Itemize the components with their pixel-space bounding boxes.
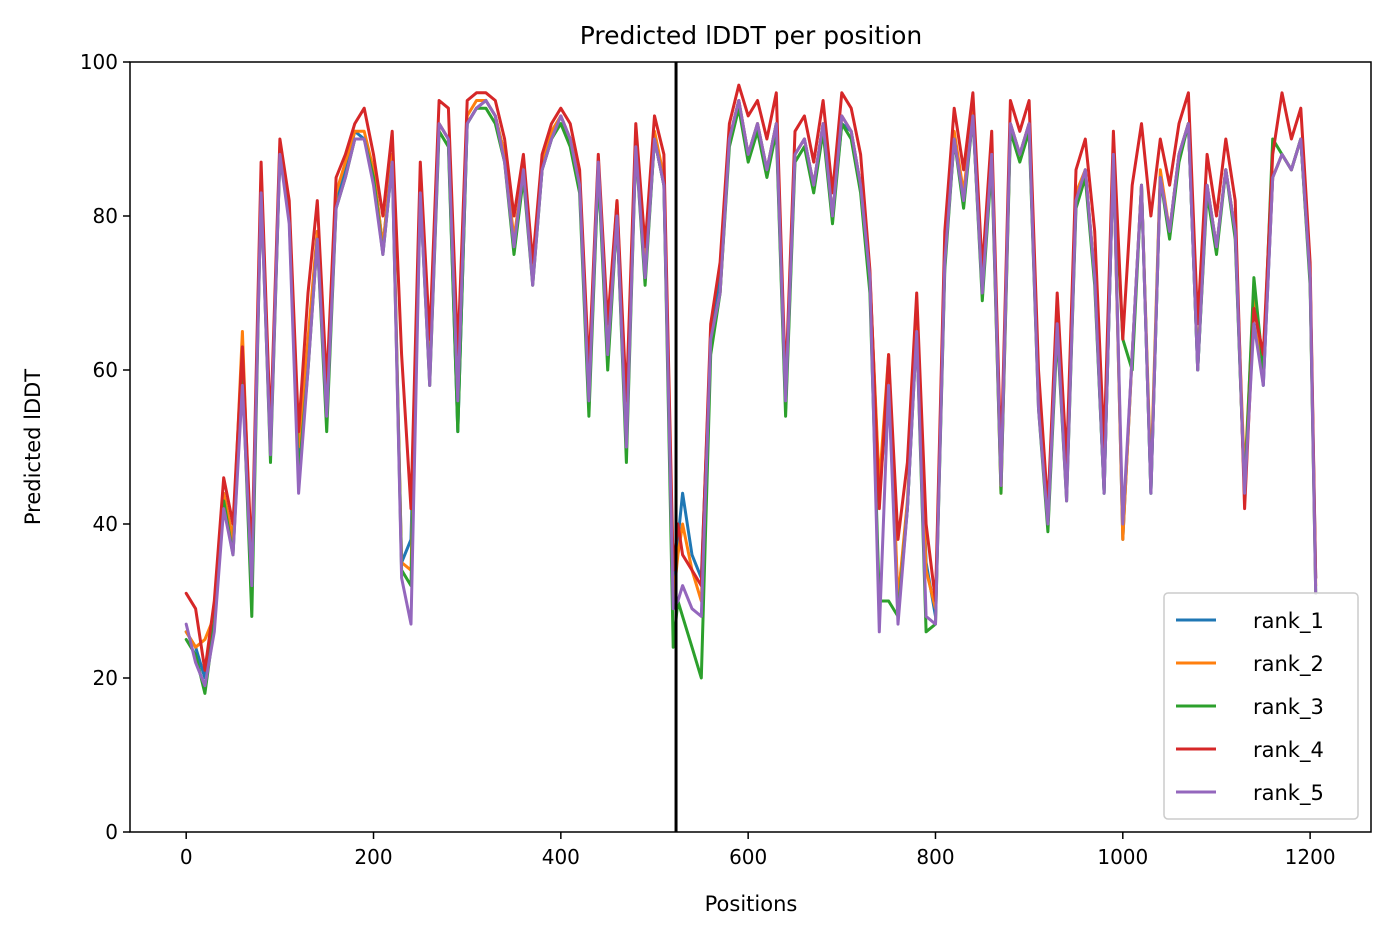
y-tick-label: 80 xyxy=(93,204,118,228)
series-line-rank-5 xyxy=(184,99,1318,688)
legend-label-rank-4: rank_4 xyxy=(1253,738,1324,763)
y-axis-label: Predicted lDDT xyxy=(21,369,45,525)
legend-label-rank-3: rank_3 xyxy=(1253,695,1324,720)
y-tick-label: 100 xyxy=(80,50,118,74)
x-tick-label: 400 xyxy=(542,845,580,869)
x-tick-label: 800 xyxy=(916,845,954,869)
y-tick-label: 60 xyxy=(93,358,118,382)
x-tick-label: 200 xyxy=(354,845,392,869)
plot-frame xyxy=(129,61,1372,833)
y-axis: 0 20 40 60 80 100 xyxy=(80,50,130,844)
series-line-rank-4 xyxy=(184,83,1318,672)
chart-title: Predicted lDDT per position xyxy=(580,21,922,50)
x-tick-label: 0 xyxy=(180,845,193,869)
x-tick-label: 600 xyxy=(729,845,767,869)
legend: rank_1 rank_2 rank_3 rank_4 rank_5 xyxy=(1163,592,1359,820)
legend-label-rank-2: rank_2 xyxy=(1253,652,1324,677)
legend-box xyxy=(1163,592,1359,820)
x-axis-label: Positions xyxy=(705,892,798,916)
x-tick-label: 1200 xyxy=(1285,845,1336,869)
series-layer xyxy=(184,83,1318,695)
legend-label-rank-1: rank_1 xyxy=(1253,609,1324,634)
x-axis: 0 200 400 600 800 1000 1200 xyxy=(180,832,1336,869)
y-tick-label: 20 xyxy=(93,666,118,690)
legend-label-rank-5: rank_5 xyxy=(1253,781,1324,806)
x-tick-label: 1000 xyxy=(1097,845,1148,869)
y-tick-label: 0 xyxy=(105,820,118,844)
y-tick-label: 40 xyxy=(93,512,118,536)
